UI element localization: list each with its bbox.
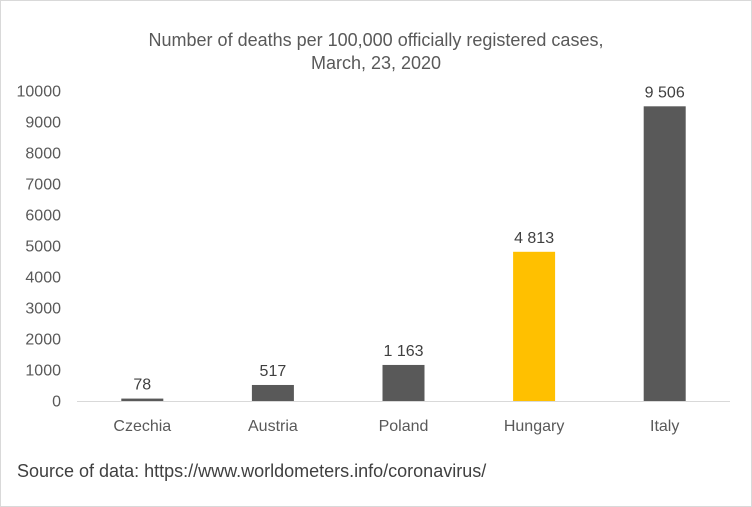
bar-poland [382,364,425,401]
chart-title-line-2: March, 23, 2020 [310,53,442,73]
y-tick-label: 0 [52,394,61,411]
y-tick-label: 6000 [25,208,61,225]
bars [121,106,686,402]
data-label-poland: 1 163 [383,343,423,360]
category-label-austria: Austria [248,418,298,435]
data-label-austria: 517 [260,363,287,380]
bar-austria [251,384,294,401]
category-label-czechia: Czechia [113,418,171,435]
source-note: Source of data: https://www.worldometers… [17,461,487,481]
data-label-czechia: 78 [133,377,151,394]
category-label-hungary: Hungary [504,418,564,435]
bar-hungary [513,251,556,401]
y-tick-label: 9000 [25,115,61,132]
y-tick-label: 5000 [25,239,61,256]
category-label-poland: Poland [379,418,429,435]
bar-czechia [121,398,164,401]
category-label-italy: Italy [650,418,679,435]
y-tick-label: 1000 [25,363,61,380]
bar-italy [643,106,686,402]
y-tick-label: 4000 [25,270,61,287]
y-tick-label: 10000 [17,84,62,101]
chart-title-line-1: Number of deaths per 100,000 officially … [148,30,604,50]
y-tick-label: 3000 [25,301,61,318]
data-labels: 78 517 1 163 4 813 9 506 [133,84,684,393]
y-axis-ticks: 0 1000 2000 3000 4000 5000 6000 7000 8000 9000 100… [17,84,62,411]
y-tick-label: 7000 [25,177,61,194]
data-label-italy: 9 506 [645,84,685,101]
data-label-hungary: 4 813 [514,230,554,247]
y-tick-label: 2000 [25,332,61,349]
x-axis-categories: Czechia Austria Poland Hungary Italy [113,418,679,435]
y-tick-label: 8000 [25,146,61,163]
